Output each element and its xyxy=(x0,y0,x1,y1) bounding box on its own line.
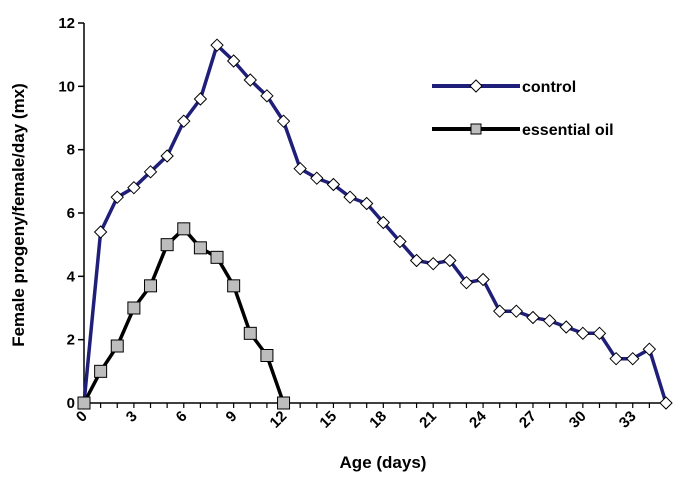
data-point xyxy=(193,92,208,106)
x-tick-label: 30 xyxy=(566,408,590,432)
data-point xyxy=(509,304,524,318)
data-point xyxy=(260,349,274,362)
data-point xyxy=(642,342,657,356)
data-point xyxy=(160,149,174,163)
x-tick-label: 12 xyxy=(267,408,291,432)
data-point xyxy=(193,241,207,255)
data-point xyxy=(210,250,224,264)
data-point xyxy=(459,275,474,290)
data-point xyxy=(143,165,158,179)
data-point xyxy=(293,161,307,176)
x-axis-ticks: 0 3 6 9 12 15 18 21 24 27 30 33 xyxy=(73,403,667,432)
data-point xyxy=(476,272,490,287)
data-point xyxy=(277,396,291,410)
data-point xyxy=(409,253,424,268)
x-axis-label: Age (days) xyxy=(340,453,427,472)
series-essential-oil xyxy=(77,222,291,410)
data-point xyxy=(226,54,241,68)
data-point xyxy=(110,190,124,204)
y-axis-label: Female progeny/female/day (mx) xyxy=(9,83,28,347)
data-point xyxy=(326,177,341,192)
data-point xyxy=(93,225,108,239)
data-point xyxy=(177,114,191,128)
data-point xyxy=(343,190,357,204)
series-control xyxy=(77,38,673,410)
data-point xyxy=(426,256,440,271)
data-point xyxy=(243,73,257,87)
data-point xyxy=(609,351,623,366)
x-tick-label: 18 xyxy=(366,408,390,432)
x-tick-label: 27 xyxy=(516,408,540,432)
y-tick-label: 10 xyxy=(58,78,75,95)
data-point xyxy=(243,326,257,340)
y-tick-label: 2 xyxy=(67,332,75,349)
data-point xyxy=(526,310,540,325)
data-point xyxy=(592,326,607,341)
y-tick-label: 4 xyxy=(67,268,76,285)
data-point xyxy=(210,38,224,52)
legend: control essential oil xyxy=(432,79,614,139)
x-tick-label: 0 xyxy=(73,408,91,426)
data-point xyxy=(127,180,141,195)
y-axis-ticks: 0 2 4 6 8 10 12 xyxy=(58,15,84,412)
y-tick-label: 0 xyxy=(67,395,75,412)
y-tick-label: 8 xyxy=(67,142,75,159)
x-tick-label: 24 xyxy=(466,407,490,431)
legend-label-control: control xyxy=(522,79,576,96)
data-point xyxy=(626,351,640,366)
series-group xyxy=(77,38,673,410)
data-point xyxy=(227,279,241,293)
legend-marker-essential-oil xyxy=(470,123,482,135)
x-tick-label: 15 xyxy=(316,408,340,432)
data-point xyxy=(177,222,191,236)
data-point xyxy=(127,301,141,315)
x-tick-label: 9 xyxy=(223,408,241,426)
data-point xyxy=(276,114,291,128)
data-point xyxy=(576,326,590,341)
data-point xyxy=(443,253,457,268)
data-point xyxy=(94,364,108,378)
x-tick-label: 6 xyxy=(173,408,191,426)
data-point xyxy=(260,89,274,103)
data-point xyxy=(359,196,374,211)
x-tick-label: 21 xyxy=(416,408,440,432)
data-point xyxy=(77,396,91,410)
x-tick-label: 3 xyxy=(123,408,141,426)
data-point xyxy=(110,339,124,353)
series-line xyxy=(82,227,286,404)
data-point xyxy=(493,304,507,318)
data-point xyxy=(542,313,557,328)
legend-label-essential-oil: essential oil xyxy=(522,122,614,139)
x-tick-label: 33 xyxy=(616,408,640,432)
data-point xyxy=(376,215,391,230)
data-point xyxy=(559,320,573,334)
series-line xyxy=(82,43,668,404)
data-point xyxy=(144,279,158,293)
data-point xyxy=(659,396,673,410)
legend-marker-control xyxy=(469,79,483,93)
data-point xyxy=(310,171,324,185)
y-tick-label: 12 xyxy=(58,15,75,32)
data-point xyxy=(393,234,407,249)
data-point xyxy=(160,238,174,252)
y-tick-label: 6 xyxy=(67,205,75,222)
